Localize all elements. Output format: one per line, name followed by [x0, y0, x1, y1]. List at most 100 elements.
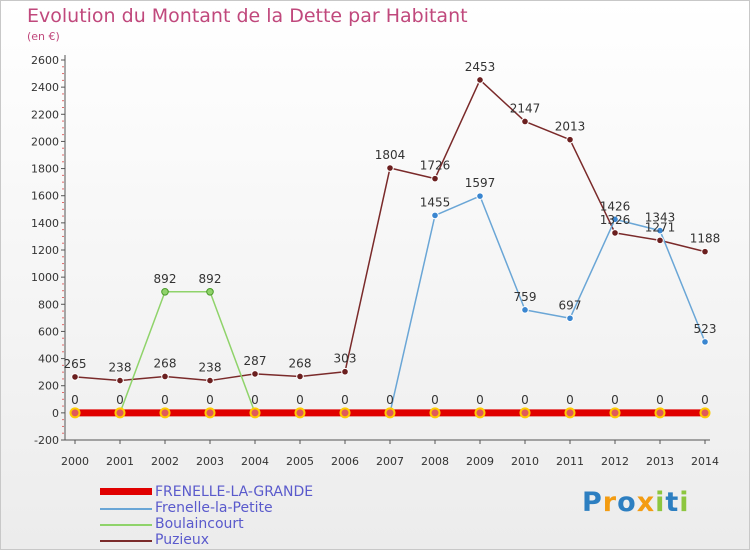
proxiti-logo: Proxiti [582, 487, 690, 518]
data-point [476, 192, 484, 200]
line-chart: -200020040060080010001200140016001800200… [31, 54, 721, 468]
y-tick-label: 2600 [31, 54, 59, 67]
x-tick-label: 2002 [151, 455, 179, 468]
data-label: 2453 [465, 60, 496, 74]
data-point [656, 226, 664, 235]
legend-label: Boulaincourt [155, 516, 244, 532]
y-tick-label: 1000 [31, 271, 59, 284]
data-point [69, 407, 81, 419]
data-point [699, 407, 711, 419]
legend-item: FRENELLE-LA-GRANDE [100, 484, 400, 500]
data-label: 0 [611, 393, 619, 407]
y-tick-label: 200 [38, 380, 59, 393]
legend-label: FRENELLE-LA-GRANDE [155, 484, 314, 500]
data-point [249, 407, 261, 419]
data-label: 268 [154, 356, 177, 370]
data-point [431, 211, 439, 220]
data-label: 238 [109, 361, 132, 375]
legend-label: Puzieux [155, 532, 210, 548]
data-point [519, 407, 531, 419]
data-label: 238 [199, 361, 222, 375]
y-tick-label: 1800 [31, 163, 59, 176]
data-point [521, 306, 529, 314]
data-label: 1326 [600, 213, 631, 227]
data-point [384, 407, 396, 419]
data-point [521, 117, 529, 126]
data-label: 0 [701, 393, 709, 407]
data-label: 303 [334, 352, 357, 366]
x-tick-label: 2004 [241, 455, 269, 468]
chart-title: Evolution du Montant de la Dette par Hab… [27, 5, 468, 27]
data-label: 0 [296, 393, 304, 407]
x-tick-label: 2000 [61, 455, 89, 468]
data-point [114, 407, 126, 419]
data-label: 0 [161, 393, 169, 407]
data-label: 2013 [555, 120, 586, 134]
data-label: 697 [559, 298, 582, 312]
data-point [204, 407, 216, 419]
data-point [611, 215, 619, 224]
logo-letter: o [617, 487, 637, 518]
y-tick-label: 1600 [31, 190, 59, 203]
data-point [341, 367, 349, 376]
data-label: 1426 [600, 199, 631, 213]
data-point [161, 372, 169, 381]
legend-swatch [100, 524, 152, 526]
data-label: 0 [521, 393, 529, 407]
data-label: 1188 [690, 232, 721, 246]
chart-subtitle: (en €) [27, 30, 60, 43]
x-tick-label: 2010 [511, 455, 539, 468]
data-point [116, 376, 124, 385]
data-label: 0 [431, 393, 439, 407]
logo-letter: r [602, 487, 618, 518]
data-label: 2147 [510, 101, 541, 115]
x-tick-label: 2012 [601, 455, 629, 468]
x-tick-label: 2003 [196, 455, 224, 468]
data-label: 1597 [465, 176, 496, 190]
data-label: 0 [341, 393, 349, 407]
y-tick-label: -200 [34, 434, 59, 447]
data-point [564, 407, 576, 419]
logo-letter: t [665, 487, 680, 518]
logo-letter: i [679, 487, 690, 518]
x-tick-label: 2001 [106, 455, 134, 468]
data-label: 1455 [420, 195, 451, 209]
series-line-frenelle-la-petite [75, 195, 706, 414]
data-label: 0 [116, 393, 124, 407]
data-label: 265 [64, 357, 87, 371]
data-point [566, 135, 574, 144]
data-label: 1343 [645, 211, 676, 225]
x-tick-label: 2013 [646, 455, 674, 468]
x-tick-label: 2008 [421, 455, 449, 468]
y-tick-label: 800 [38, 298, 59, 311]
data-label: 0 [206, 393, 214, 407]
data-point [159, 407, 171, 419]
x-tick-label: 2011 [556, 455, 584, 468]
data-label: 0 [566, 393, 574, 407]
data-label: 0 [71, 393, 79, 407]
data-point [701, 247, 709, 256]
y-tick-label: 600 [38, 325, 59, 338]
legend-swatch [100, 540, 152, 542]
data-point [71, 373, 79, 381]
legend-item: Boulaincourt [100, 516, 400, 532]
data-label: 759 [514, 290, 537, 304]
data-label: 892 [199, 272, 222, 286]
data-point [701, 338, 709, 346]
data-point [431, 174, 439, 183]
chart-legend: FRENELLE-LA-GRANDE Frenelle-la-Petite Boul… [100, 484, 400, 548]
data-label: 0 [656, 393, 664, 407]
logo-letter: i [655, 487, 666, 518]
y-tick-label: 1200 [31, 244, 59, 257]
y-tick-label: 400 [38, 353, 59, 366]
legend-swatch [100, 508, 152, 510]
data-label: 1804 [375, 148, 406, 162]
data-point [429, 407, 441, 419]
data-label: 1726 [420, 159, 451, 173]
y-tick-label: 2200 [31, 108, 59, 121]
legend-swatch [100, 488, 152, 495]
data-label: 892 [154, 272, 177, 286]
data-label: 523 [694, 322, 717, 336]
data-point [476, 76, 484, 84]
